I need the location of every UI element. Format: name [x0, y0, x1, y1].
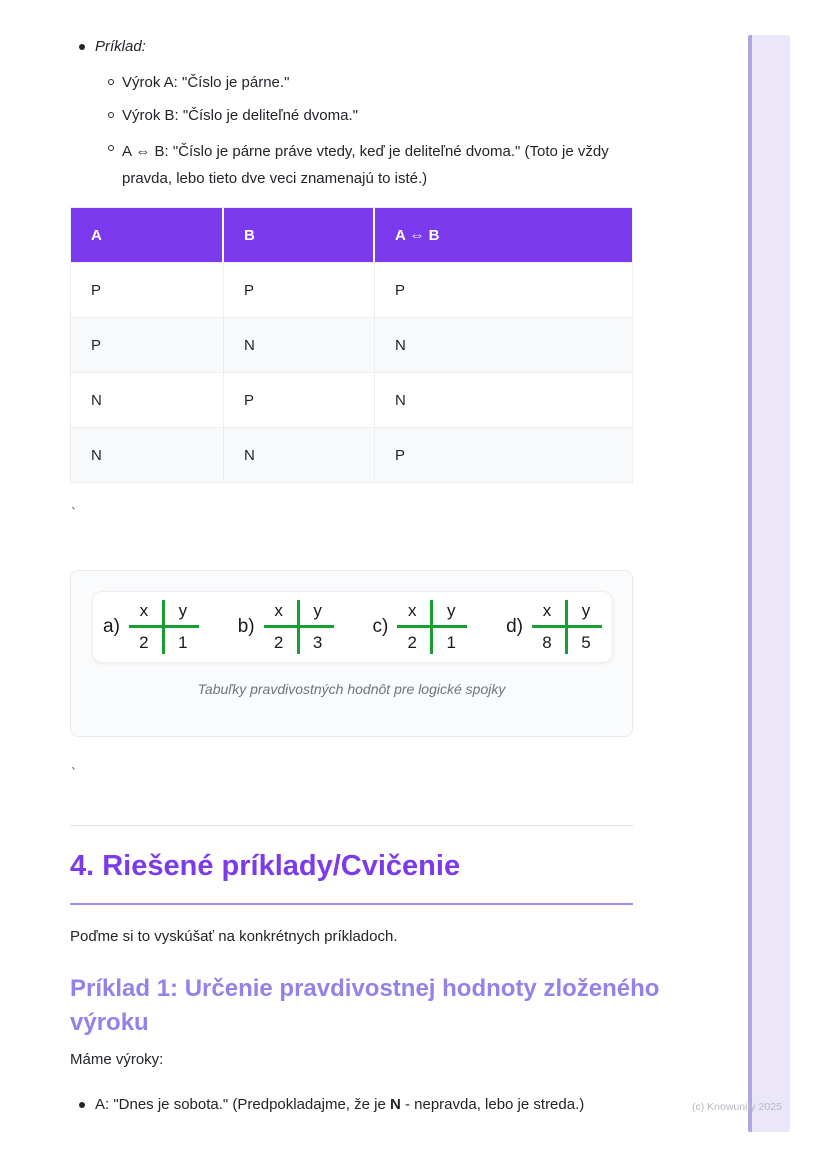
example-list: Príklad: Výrok A: "Číslo je párne." Výro… [70, 36, 662, 192]
mini-value: 1 [178, 633, 188, 652]
figure-image: a) x y 2 1 b) x y 2 3 [92, 591, 613, 663]
table-row: N P N [71, 372, 632, 427]
lead-paragraph: Máme výroky: [70, 1051, 164, 1068]
list-item-label: Príklad: [95, 38, 146, 55]
copyright-notice: (c) Knowunity 2025 [692, 1101, 782, 1113]
column-header: B [224, 208, 375, 262]
mini-table-label: c) [372, 616, 389, 637]
mini-value: 1 [446, 633, 456, 652]
list-item: A: "Dnes je sobota." (Predpokladajme, že… [70, 1094, 710, 1116]
page-scrollbar[interactable] [748, 35, 790, 1132]
column-header: A ⇔ B [375, 208, 632, 262]
bullet-disc-icon [70, 1094, 95, 1116]
bold-n: N [389, 1096, 401, 1113]
mini-table-b: b) x y 2 3 [238, 600, 334, 654]
mini-table-label: d) [506, 616, 523, 637]
xy-table-icon: x y 2 1 [397, 600, 468, 654]
mini-col-header: y [313, 601, 322, 620]
mini-value: 2 [407, 633, 417, 652]
table-cell: P [71, 262, 224, 317]
mini-col-header: y [581, 601, 591, 620]
mini-table-d: d) x y 8 5 [506, 600, 602, 654]
table-cell: N [375, 372, 632, 427]
stray-backtick: ` [71, 765, 76, 782]
xy-table-icon: x y 2 3 [263, 600, 334, 654]
table-cell: N [375, 317, 632, 372]
xy-table-icon: x y 8 5 [531, 600, 602, 654]
example1-subheading: Príklad 1: Určenie pravdivostnej hodnoty… [70, 975, 660, 1036]
table-cell: N [71, 427, 224, 482]
mini-col-header: x [542, 601, 552, 620]
mini-value: 8 [542, 633, 552, 652]
list-item-label: Výrok A: "Číslo je párne." [122, 74, 290, 91]
heading-underline [70, 903, 633, 905]
bullet-circle-icon [106, 138, 122, 192]
table-cell: P [375, 427, 632, 482]
table-cell: P [224, 372, 375, 427]
mini-table-a: a) x y 2 1 [103, 600, 199, 654]
xy-table-icon: x y 2 1 [128, 600, 199, 654]
mini-col-header: x [139, 601, 149, 620]
list-item: Výrok B: "Číslo je deliteľné dvoma." [106, 105, 662, 127]
mini-table-label: b) [237, 616, 255, 637]
table-cell: N [224, 317, 375, 372]
figure-caption: Tabuľky pravdivostných hodnôt pre logick… [197, 681, 506, 697]
list-item-label: Výrok B: "Číslo je deliteľné dvoma." [122, 107, 358, 124]
list-item: A ⇔ B: "Číslo je párne práve vtedy, keď … [106, 138, 662, 192]
table-cell: P [375, 262, 632, 317]
mini-value: 2 [139, 633, 149, 652]
section-heading: 4. Riešené príklady/Cvičenie [70, 850, 461, 882]
intro-paragraph: Poďme si to vyskúšať na konkrétnych prík… [70, 928, 398, 945]
table-cell: P [224, 262, 375, 317]
bullet-disc-icon [70, 36, 95, 58]
list-item: Príklad: [70, 36, 662, 58]
mini-col-header: x [408, 601, 417, 620]
table-row: P N N [71, 317, 632, 372]
mini-value: 2 [273, 633, 284, 652]
list-item: Výrok A: "Číslo je párne." [106, 72, 662, 94]
table-cell: N [224, 427, 375, 482]
table-row: N N P [71, 427, 632, 482]
mini-value: 3 [312, 633, 323, 652]
list-item-label: A ⇔ B: "Číslo je párne práve vtedy, keď … [122, 143, 609, 187]
list-item-label: A: "Dnes je sobota." (Predpokladajme, že… [95, 1096, 585, 1113]
figure-card: a) x y 2 1 b) x y 2 3 [70, 570, 633, 737]
mini-col-header: x [274, 601, 283, 620]
table-header-row: A B A ⇔ B [71, 208, 632, 262]
section-divider [70, 825, 633, 826]
stray-backtick: ` [71, 505, 76, 522]
column-header: A [71, 208, 224, 262]
truth-table: A B A ⇔ B P P P P N N N P N N N [70, 207, 633, 483]
table-row: P P P [71, 262, 632, 317]
mini-col-header: y [447, 601, 456, 620]
bullet-circle-icon [106, 105, 122, 127]
mini-value: 5 [581, 633, 591, 652]
mini-col-header: y [178, 601, 188, 620]
mini-table-c: c) x y 2 1 [372, 600, 468, 654]
mini-table-label: a) [103, 616, 120, 637]
bullet-circle-icon [106, 72, 122, 94]
table-cell: N [71, 372, 224, 427]
table-cell: P [71, 317, 224, 372]
